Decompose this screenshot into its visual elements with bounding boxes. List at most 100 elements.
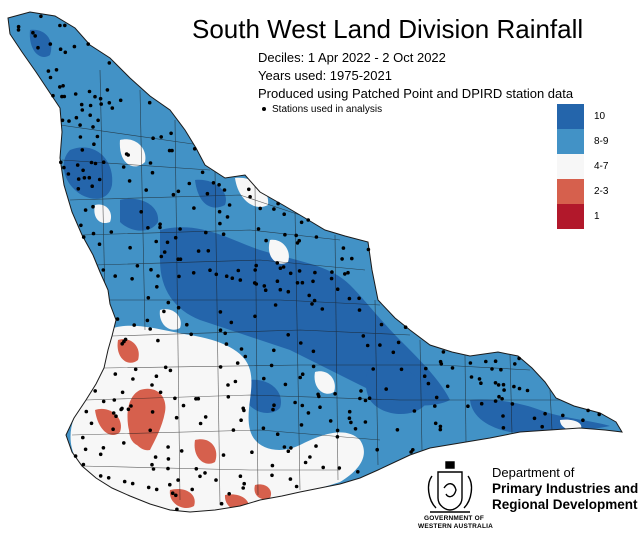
station-point (211, 181, 216, 185)
station-point (433, 421, 438, 426)
station-point (349, 420, 353, 425)
station-point (581, 418, 585, 423)
station-point (133, 367, 138, 372)
station-point (166, 300, 171, 305)
station-point (275, 261, 280, 265)
station-point (73, 92, 78, 96)
station-point (225, 215, 230, 219)
station-point (127, 179, 132, 183)
station-point (162, 309, 166, 314)
station-point (286, 449, 291, 454)
logo-primary-industries: Primary Industries and (492, 481, 639, 496)
station-point (203, 471, 207, 475)
station-point (190, 487, 194, 492)
source-text: Produced using Patched Point and DPIRD s… (258, 86, 574, 101)
station-point (144, 188, 148, 192)
station-point (300, 403, 305, 408)
station-point (288, 271, 293, 276)
station-point (375, 447, 380, 452)
station-point (176, 257, 180, 262)
station-point (333, 392, 337, 396)
station-point (426, 381, 431, 386)
station-point (311, 279, 315, 284)
station-point (171, 192, 176, 197)
station-point (501, 414, 505, 418)
station-point (81, 168, 85, 173)
station-point (438, 359, 443, 364)
station-point (58, 85, 62, 89)
station-point (97, 242, 102, 246)
station-point (252, 281, 257, 285)
station-point (54, 68, 59, 72)
station-point (178, 227, 182, 231)
station-point (122, 479, 127, 484)
station-point (76, 187, 81, 191)
station-point (269, 363, 274, 368)
station-point (424, 366, 428, 371)
station-point (200, 170, 205, 175)
station-point (499, 367, 503, 372)
station-point (340, 257, 344, 261)
station-point (230, 276, 235, 281)
station-point (501, 426, 506, 430)
station-point (192, 206, 196, 210)
station-point (58, 23, 62, 28)
station-point (129, 404, 133, 408)
station-point (130, 481, 135, 486)
legend-label-8-9: 8-9 (594, 136, 609, 147)
legend-swatch-1 (557, 204, 584, 229)
station-point (98, 474, 103, 478)
station-point (177, 274, 181, 279)
station-point (91, 231, 96, 236)
station-point (80, 108, 85, 112)
station-point (359, 389, 363, 393)
station-point (113, 274, 117, 278)
station-point (67, 119, 71, 123)
station-point (270, 463, 275, 468)
station-point (335, 287, 340, 292)
station-point (89, 421, 94, 426)
station-point (445, 384, 450, 389)
zones-decile-4-7 (70, 139, 582, 512)
station-point (241, 406, 245, 411)
station-point (286, 333, 291, 337)
station-point (132, 323, 136, 327)
station-point (31, 30, 35, 35)
station-point (288, 477, 293, 481)
station-point (189, 332, 193, 337)
station-point (500, 397, 504, 401)
station-point (153, 455, 158, 459)
station-point (350, 256, 354, 261)
station-point (272, 403, 276, 408)
station-point (298, 375, 303, 380)
station-point (217, 209, 222, 214)
station-point (343, 272, 347, 276)
station-point (176, 478, 180, 482)
station-point (83, 447, 88, 452)
station-point (272, 348, 276, 353)
station-point (82, 176, 87, 180)
legend-label-4-7: 4-7 (594, 161, 609, 172)
station-point (154, 487, 159, 492)
station-point (81, 435, 85, 440)
station-point (295, 281, 300, 285)
station-point (282, 445, 287, 449)
station-point (391, 350, 396, 355)
station-point (214, 478, 218, 482)
station-point (79, 102, 84, 107)
station-point (318, 405, 322, 410)
station-point (469, 375, 474, 379)
station-point (540, 424, 544, 429)
station-point (510, 402, 515, 406)
station-point (501, 382, 506, 387)
station-point (74, 115, 79, 120)
station-point (107, 61, 112, 65)
station-point (238, 474, 243, 479)
station-point (314, 235, 319, 239)
station-point (101, 268, 106, 272)
station-point (214, 272, 219, 277)
station-point (270, 473, 274, 478)
station-point (83, 208, 88, 212)
station-point (513, 362, 517, 366)
